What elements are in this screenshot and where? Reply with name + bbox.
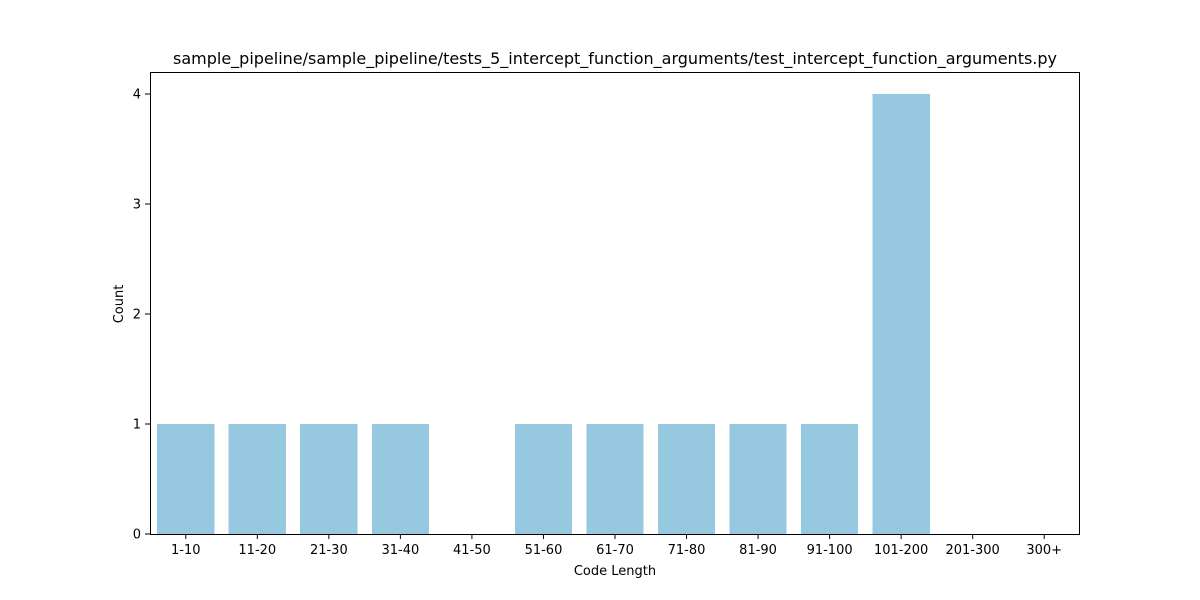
y-tick-label: 4: [133, 88, 141, 103]
bar-1-10: [157, 424, 215, 534]
y-axis-ticks: 0 1 2 3 4: [133, 88, 150, 543]
bar-71-80: [657, 424, 716, 534]
x-axis-ticks: 1-10 11-20 21-30 31-40 41-50 51-60 61-70 71-80 8…: [171, 534, 1062, 558]
x-tick-label: 11-20: [238, 543, 276, 558]
x-tick-label: 21-30: [310, 543, 348, 558]
bar-101-200: [872, 94, 930, 534]
y-tick-label: 0: [133, 528, 141, 543]
x-tick-label: 61-70: [596, 543, 634, 558]
x-tick-label: 1-10: [171, 543, 201, 558]
x-tick-label: 101-200: [874, 543, 928, 558]
bar-81-90: [729, 424, 787, 534]
x-tick-label: 91-100: [807, 543, 853, 558]
chart-title: sample_pipeline/sample_pipeline/tests_5_…: [173, 49, 1057, 69]
x-tick-label: 51-60: [525, 543, 563, 558]
bar-21-30: [300, 424, 358, 534]
x-tick-label: 201-300: [946, 543, 1000, 558]
x-axis-label: Code Length: [574, 564, 656, 579]
y-tick-label: 3: [133, 198, 141, 213]
plot-frame: [150, 72, 1080, 535]
bar-31-40: [371, 424, 429, 534]
x-tick-label: 81-90: [739, 543, 777, 558]
bar-11-20: [228, 424, 286, 534]
y-tick-label: 2: [133, 308, 141, 323]
x-tick-label: 31-40: [381, 543, 419, 558]
y-tick-label: 1: [133, 418, 141, 433]
bar-61-70: [586, 424, 644, 534]
x-tick-label: 300+: [1026, 543, 1062, 558]
bar-51-60: [514, 424, 573, 534]
bar-91-100: [801, 424, 859, 534]
y-axis-label: Count: [112, 285, 127, 324]
bars-group: [157, 94, 930, 534]
x-tick-label: 71-80: [668, 543, 706, 558]
x-tick-label: 41-50: [453, 543, 491, 558]
